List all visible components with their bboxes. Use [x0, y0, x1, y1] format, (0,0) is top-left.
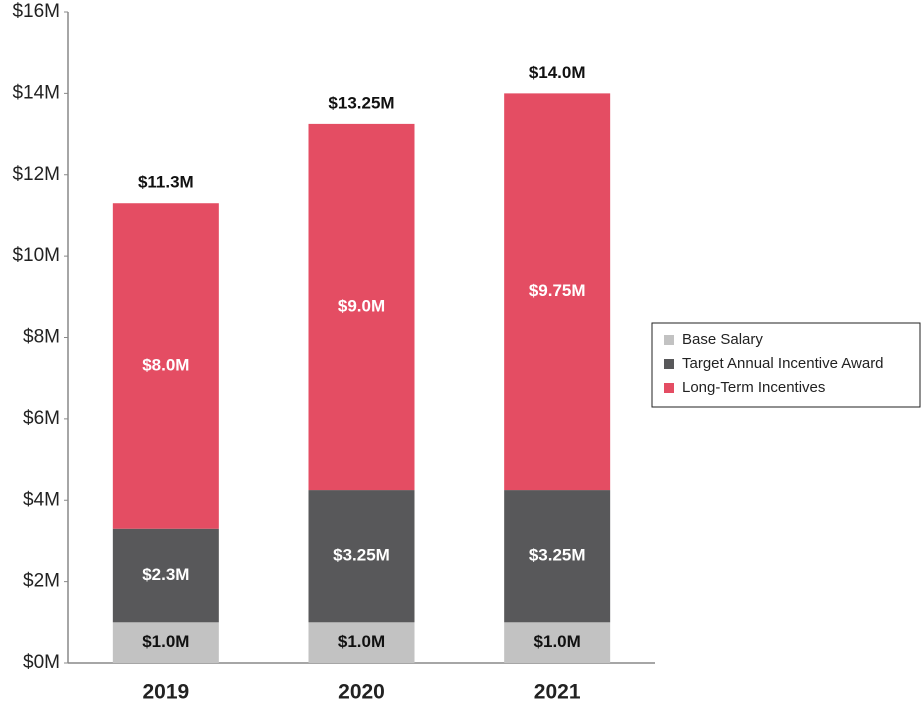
bar-segment [308, 622, 415, 663]
legend-label: Long-Term Incentives [682, 379, 825, 396]
y-tick-label: $14M [12, 82, 60, 103]
y-tick-label: $8M [23, 327, 60, 348]
bar-segment [112, 203, 219, 529]
value-label: $2.3M [142, 565, 189, 584]
bar-segment [308, 490, 415, 623]
y-tick-label: $2M [23, 571, 60, 592]
legend-label: Target Annual Incentive Award [682, 355, 884, 372]
value-label: $3.25M [529, 546, 586, 565]
bar-segment [504, 622, 611, 663]
x-tick-label: 2020 [338, 681, 385, 704]
legend-label: Base Salary [682, 331, 763, 348]
bar-segment [112, 528, 219, 623]
bar-segment [504, 93, 611, 491]
y-tick-label: $6M [23, 408, 60, 429]
value-label: $3.25M [333, 546, 390, 565]
value-label: $9.75M [529, 281, 586, 300]
y-tick-label: $16M [12, 1, 60, 22]
y-tick-label: $0M [23, 652, 60, 673]
bar-segment [504, 490, 611, 623]
x-tick-label: 2021 [534, 681, 581, 704]
legend-swatch [664, 335, 674, 345]
bar-segment [308, 123, 415, 491]
value-label: $1.0M [142, 632, 189, 651]
legend-swatch [664, 359, 674, 369]
value-label: $9.0M [338, 296, 385, 315]
bar-segment [112, 622, 219, 663]
value-label: $1.0M [338, 632, 385, 651]
value-label: $1.0M [534, 632, 581, 651]
x-tick-label: 2019 [142, 681, 189, 704]
legend-swatch [664, 383, 674, 393]
y-tick-label: $4M [23, 489, 60, 510]
legend-box [651, 322, 921, 408]
y-tick-label: $10M [12, 245, 60, 266]
total-label: $13.25M [328, 93, 394, 112]
y-tick-label: $12M [12, 164, 60, 185]
value-label: $8.0M [142, 355, 189, 374]
total-label: $14.0M [529, 63, 586, 82]
total-label: $11.3M [138, 173, 194, 192]
